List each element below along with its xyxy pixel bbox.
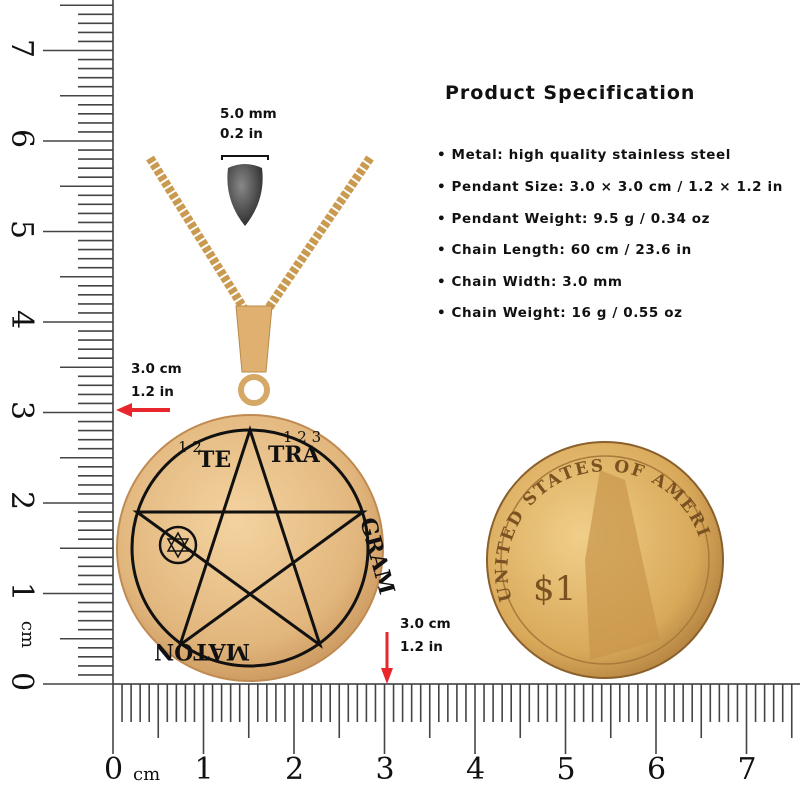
ruler-label: 4 — [4, 309, 40, 330]
ruler-label: 3 — [4, 400, 40, 420]
hexagram-emblem — [158, 525, 198, 565]
chain-width-mm: 5.0 mm — [220, 106, 277, 122]
ruler-label: 0 — [4, 671, 40, 692]
ruler-label: 7 — [4, 38, 40, 58]
spec-title: Product Specification — [445, 82, 696, 104]
width-in: 1.2 in — [400, 639, 443, 655]
pendant-numbers: 1 2 3 — [283, 428, 321, 446]
ruler-label: 2 — [285, 752, 305, 787]
pendant-word: TE — [198, 447, 231, 473]
ruler-label: 6 — [647, 752, 667, 787]
ruler-label: 5 — [4, 219, 40, 239]
pendant-word: TRA — [268, 442, 321, 468]
ruler-label: 2 — [4, 490, 40, 511]
coin-denomination: $1 — [533, 569, 576, 609]
height-arrow — [116, 403, 170, 417]
spec-item: • Metal: high quality stainless steel — [437, 147, 732, 163]
spec-item: • Pendant Size: 3.0 × 3.0 cm / 1.2 × 1.2… — [437, 179, 783, 195]
ruler-label: 3 — [375, 752, 395, 787]
pentagram — [132, 425, 368, 649]
pendant-bail — [235, 305, 273, 406]
ruler-unit: cm — [133, 764, 161, 785]
ruler-unit: cm — [17, 620, 39, 649]
chain-width-in: 0.2 in — [220, 126, 263, 142]
width-arrow — [381, 632, 393, 684]
ruler-label: 4 — [466, 752, 486, 787]
ruler-label: 1 — [4, 581, 40, 601]
ruler-label: 5 — [556, 752, 576, 787]
ruler — [43, 0, 800, 754]
statue-of-liberty — [585, 470, 660, 660]
ruler-label: 0 — [104, 752, 124, 787]
pendant-word: MATON — [154, 638, 250, 664]
spec-item: • Chain Width: 3.0 mm — [437, 274, 623, 290]
height-in: 1.2 in — [131, 384, 174, 400]
pendant: TE TRA GRAM MATON 1 2 1 2 3 — [116, 414, 400, 682]
spec-item: • Pendant Weight: 9.5 g / 0.34 oz — [437, 211, 711, 227]
chain-cross-section — [221, 155, 269, 226]
width-cm: 3.0 cm — [400, 616, 451, 632]
spec-item: • Chain Weight: 16 g / 0.55 oz — [437, 305, 683, 321]
ruler-label: 7 — [737, 752, 757, 787]
ruler-label: 6 — [4, 128, 40, 149]
spec-item: • Chain Length: 60 cm / 23.6 in — [437, 242, 692, 258]
chain — [146, 155, 374, 315]
height-cm: 3.0 cm — [131, 361, 182, 377]
ruler-label: 1 — [194, 752, 214, 787]
pendant-numbers: 1 2 — [178, 438, 202, 456]
